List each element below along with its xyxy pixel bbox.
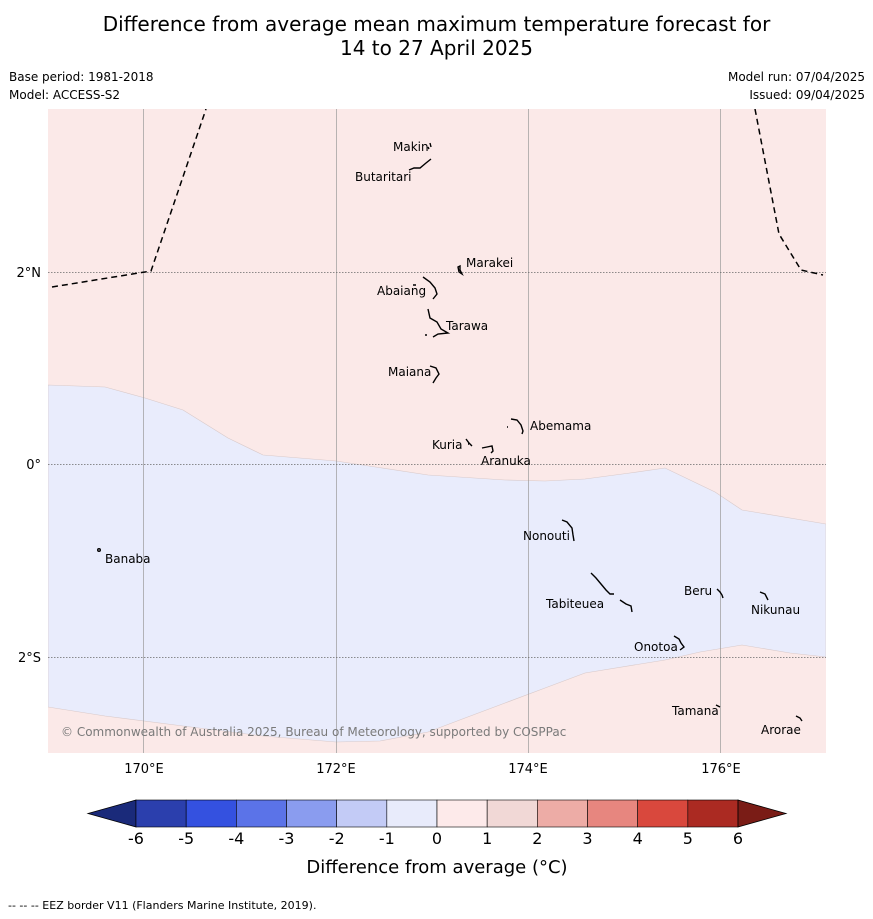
island-abaiang	[413, 276, 438, 300]
longitude-gridlines	[143, 109, 721, 753]
colorbar-extend-high	[737, 799, 788, 828]
island-nikunau	[759, 591, 769, 601]
label-beru: Beru	[684, 584, 712, 598]
label-onotoa: Onotoa	[634, 640, 678, 654]
map-panel: Makin Butaritari Marakei Abaiang Tarawa …	[48, 109, 826, 753]
meta-right: Model run: 07/04/2025 Issued: 09/04/2025	[728, 68, 865, 104]
island-marakei	[457, 264, 464, 277]
island-arorae	[795, 715, 803, 722]
eez-note: -- -- -- EEZ border V11 (Flanders Marine…	[8, 899, 317, 912]
island-aranuka	[481, 445, 494, 454]
island-outlines	[96, 142, 803, 722]
colorbar-tick-label: -2	[329, 829, 345, 848]
lon-label-174: 174°E	[508, 762, 548, 777]
colorbar-cell	[386, 799, 438, 828]
colorbar-cell	[236, 799, 287, 828]
island-tabiteuea	[590, 572, 633, 613]
colorbar-cells	[86, 799, 788, 828]
label-tarawa: Tarawa	[445, 319, 488, 333]
colorbar-tick-label: 2	[532, 829, 542, 848]
colorbar-ticks: -6 -5 -4 -3 -2 -1 0 1 2 3 4 5 6	[128, 829, 743, 848]
colorbar-label: Difference from average (°C)	[306, 857, 567, 878]
label-nonouti: Nonouti	[523, 529, 570, 543]
colorbar-cell	[486, 799, 538, 828]
island-labels: Makin Butaritari Marakei Abaiang Tarawa …	[105, 140, 801, 737]
model-run: Model run: 07/04/2025	[727, 70, 865, 84]
colorbar-cell	[436, 799, 488, 828]
issued-date: Issued: 09/04/2025	[749, 88, 865, 102]
colorbar-tick-label: 4	[633, 829, 643, 848]
label-tabiteuea: Tabiteuea	[545, 597, 604, 611]
colorbar-cell	[537, 799, 588, 828]
island-makin	[427, 142, 432, 150]
label-abemama: Abemama	[530, 419, 591, 433]
colorbar-tick-label: 1	[482, 829, 492, 848]
colorbar-tick-label: 0	[432, 829, 442, 848]
colorbar-tick-label: 3	[582, 829, 592, 848]
island-onotoa	[673, 635, 685, 651]
colorbar-cell	[135, 799, 187, 828]
title-line-2: 14 to 27 April 2025	[339, 36, 534, 60]
lat-label-2s: 2°S	[18, 651, 41, 666]
base-period: Base period: 1981-2018	[9, 70, 154, 84]
island-butaritari	[408, 158, 432, 171]
label-aranuka: Aranuka	[481, 454, 531, 468]
label-kuria: Kuria	[432, 438, 463, 452]
island-nonouti	[561, 519, 575, 542]
colorbar-tick-label: 5	[683, 829, 693, 848]
island-abemama	[507, 418, 524, 435]
label-makin: Makin	[393, 140, 429, 154]
title-line-1: Difference from average mean maximum tem…	[102, 12, 771, 36]
lat-label-0: 0°	[26, 458, 41, 473]
colorbar-tick-label: -1	[379, 829, 395, 848]
lon-label-176: 176°E	[701, 762, 741, 777]
island-tarawa	[425, 308, 451, 338]
colorbar-cell	[185, 799, 237, 828]
island-beru	[716, 588, 724, 599]
lat-label-2n: 2°N	[17, 266, 42, 281]
island-tamana	[715, 704, 721, 708]
colorbar-tick-label: 6	[733, 829, 743, 848]
label-maiana: Maiana	[388, 365, 431, 379]
label-arorae: Arorae	[761, 723, 801, 737]
colorbar: -6 -5 -4 -3 -2 -1 0 1 2 3 4 5 6 Difference from aver…	[86, 799, 788, 878]
colorbar-tick-label: -3	[279, 829, 295, 848]
colorbar-tick-label: -5	[178, 829, 194, 848]
colorbar-cell	[687, 799, 739, 828]
copyright-notice: © Commonwealth of Australia 2025, Bureau…	[61, 725, 566, 739]
island-banaba	[96, 548, 101, 553]
colorbar-tick-label: -4	[228, 829, 244, 848]
model-name: Model: ACCESS-S2	[9, 88, 121, 102]
map-title: Difference from average mean maximum tem…	[0, 12, 873, 60]
colorbar-cell	[587, 799, 638, 828]
label-nikunau: Nikunau	[751, 603, 800, 617]
island-maiana	[429, 365, 440, 384]
colorbar-cell	[286, 799, 337, 828]
lon-label-172: 172°E	[316, 762, 356, 777]
colorbar-cell	[336, 799, 388, 828]
label-abaiang: Abaiang	[377, 284, 426, 298]
label-butaritari: Butaritari	[355, 170, 412, 184]
label-banaba: Banaba	[105, 552, 151, 566]
lon-label-170: 170°E	[124, 762, 164, 777]
cool-anomaly-region	[48, 384, 826, 743]
axis-labels: 170°E 172°E 174°E 176°E 2°N 0° 2°S	[17, 266, 741, 777]
latitude-gridlines	[48, 272, 826, 658]
meta-left: Base period: 1981-2018 Model: ACCESS-S2	[9, 68, 154, 104]
island-kuria	[465, 438, 473, 447]
label-tamana: Tamana	[671, 704, 719, 718]
colorbar-cell	[637, 799, 689, 828]
label-marakei: Marakei	[466, 256, 513, 270]
colorbar-extend-low	[86, 799, 137, 828]
colorbar-tick-label: -6	[128, 829, 144, 848]
eez-border	[51, 109, 824, 288]
